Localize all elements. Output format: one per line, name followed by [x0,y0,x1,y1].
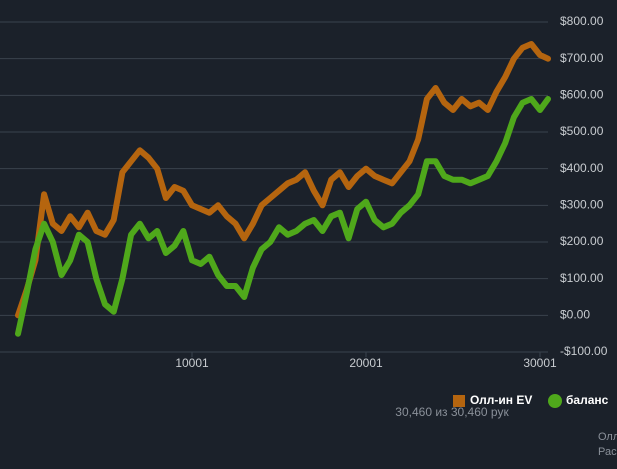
y-tick-label: $200.00 [560,234,604,248]
subtitle: 30,460 из 30,460 рук [395,405,509,419]
y-tick-label: $100.00 [560,271,604,285]
y-tick-label: $0.00 [560,308,590,322]
x-tick-label: 10001 [175,356,209,370]
footer-text: Олл [598,431,617,443]
x-tick-label: 30001 [523,356,557,370]
y-tick-label: $500.00 [560,124,604,138]
y-tick-label: $700.00 [560,51,604,65]
x-tick-label: 20001 [349,356,383,370]
legend-label[interactable]: баланс [566,393,609,407]
footer-text: Рас [598,446,617,458]
legend-marker[interactable] [453,395,465,407]
legend-marker[interactable] [548,394,562,408]
y-tick-label: $600.00 [560,88,604,102]
y-tick-label: $300.00 [560,198,604,212]
y-tick-label: $800.00 [560,14,604,28]
legend-label[interactable]: Олл-ин EV [470,393,532,407]
series-line [15,96,551,337]
y-tick-label: -$100.00 [560,344,608,358]
series-line [15,41,551,319]
y-tick-label: $400.00 [560,161,604,175]
